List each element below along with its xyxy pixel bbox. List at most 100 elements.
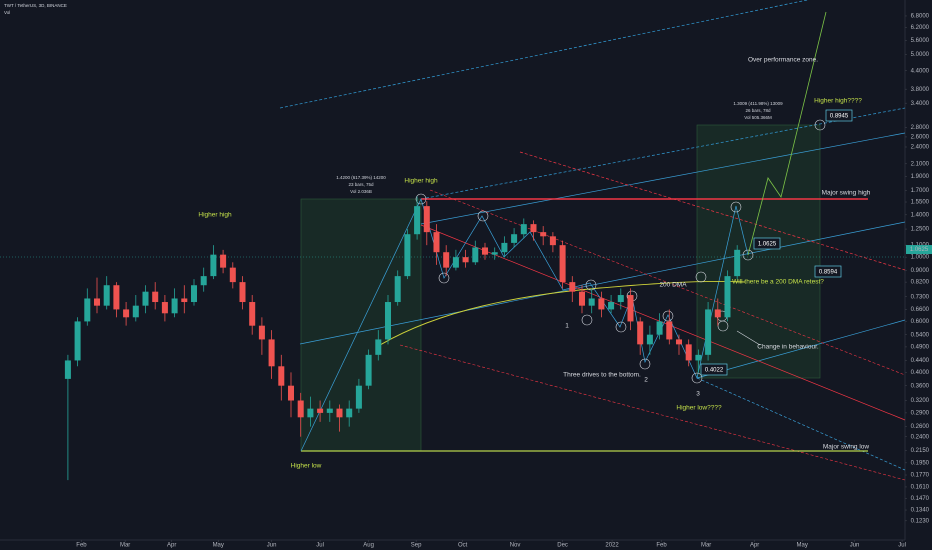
y-tick-label: 0.5400 — [911, 332, 930, 338]
candle-body — [646, 334, 653, 345]
candle-body — [423, 206, 430, 233]
last-price-tag — [906, 245, 932, 255]
y-tick-label: 0.1230 — [911, 518, 930, 524]
x-tick-label: Oct — [458, 543, 468, 549]
marker-circle — [662, 310, 674, 322]
candle-body — [520, 224, 527, 235]
annotation: 2 — [644, 377, 648, 384]
candle-body — [394, 276, 401, 303]
x-tick-label: Jun — [267, 543, 277, 549]
candle-body — [152, 291, 159, 303]
candle-body — [617, 295, 624, 303]
candle-body — [365, 354, 372, 386]
candle-body — [414, 206, 421, 235]
candle-body — [462, 257, 469, 263]
marker-circle — [695, 271, 707, 283]
x-tick-label: Apr — [167, 543, 176, 549]
candle-body — [588, 298, 595, 306]
marker-circle — [415, 193, 427, 205]
x-tick-label: Apr — [750, 543, 759, 549]
y-tick-label: 5.6000 — [911, 38, 930, 44]
candle-body — [307, 408, 314, 418]
channel-line — [399, 344, 906, 481]
candle-body — [113, 285, 120, 310]
channel-line — [420, 224, 906, 421]
x-tick-label: May — [797, 543, 808, 549]
candle-body — [93, 298, 101, 306]
annotation: Higher low???? — [676, 405, 722, 412]
y-tick-label: 0.2600 — [911, 424, 930, 430]
candle-body — [443, 252, 450, 268]
annotation: Will there be a 200 DMA retest? — [732, 279, 824, 286]
marker-circle — [691, 372, 703, 384]
annotation: Major swing high — [822, 190, 871, 197]
y-tick-label: 1.0000 — [911, 255, 930, 261]
y-tick-label: 0.2400 — [911, 434, 930, 440]
candle-body — [491, 252, 498, 255]
y-tick-label: 1.2500 — [911, 227, 930, 233]
level-box — [700, 363, 728, 376]
candle-body — [220, 254, 227, 268]
marker-circle — [814, 119, 826, 131]
candle-body — [210, 254, 217, 277]
x-tick-label: Mar — [701, 543, 711, 549]
annotation: Higher high???? — [814, 98, 862, 105]
marker-circle — [477, 210, 489, 222]
candle-body — [287, 385, 295, 401]
candle-body — [452, 257, 459, 268]
candle-body — [540, 232, 547, 237]
candle-body — [501, 242, 508, 253]
y-tick-label: 0.1950 — [911, 460, 930, 466]
candle-body — [200, 276, 207, 286]
y-tick-label: 4.4000 — [911, 68, 930, 74]
candle-body — [627, 295, 634, 322]
marker-circle — [438, 272, 450, 284]
candle-body — [666, 321, 673, 340]
x-tick-label: Nov — [510, 543, 521, 549]
candle-body — [472, 247, 479, 263]
channel-line — [519, 151, 906, 271]
candle-body — [549, 236, 556, 246]
candle-body — [278, 366, 285, 386]
y-tick-label: 1.5500 — [911, 200, 930, 206]
annotation: Three drives to the bottom. — [563, 372, 641, 379]
candle-body — [190, 285, 198, 303]
candle-body — [530, 224, 537, 233]
y-tick-label: 0.4000 — [911, 370, 930, 376]
projection-path — [747, 11, 827, 256]
marker-circle — [639, 358, 651, 370]
level-label: 1.0625 — [758, 242, 777, 248]
annotation: 3 — [696, 391, 700, 398]
candle-body — [481, 247, 489, 255]
y-tick-label: 0.1470 — [911, 496, 930, 502]
annotation: Over performance zone. — [748, 57, 818, 64]
candle-body — [268, 339, 275, 367]
range-info: 26 bars, 78d — [745, 108, 771, 113]
channel-line — [696, 377, 906, 471]
dma-line — [379, 281, 746, 346]
candle-body — [336, 408, 343, 418]
candle-body — [404, 234, 411, 277]
y-tick-label: 0.3600 — [911, 383, 930, 389]
marker-circle — [730, 201, 742, 213]
marker-circle — [742, 249, 754, 261]
y-tick-label: 0.4900 — [911, 344, 930, 350]
level-box — [753, 237, 781, 250]
candle-body — [326, 408, 333, 413]
marker-circle — [581, 314, 593, 326]
chart-subtitle: Vol — [4, 10, 10, 15]
candle-body — [578, 291, 586, 306]
candle-body — [724, 276, 731, 318]
x-tick-label: Feb — [656, 543, 667, 549]
y-tick-label: 6.2000 — [911, 25, 930, 31]
candle-body — [229, 267, 236, 283]
level-label: 0.8945 — [830, 114, 849, 120]
range-info: 1.4200 (617.39%) 14200 — [336, 175, 386, 180]
candle-body — [317, 408, 324, 413]
y-tick-label: 0.2900 — [911, 410, 930, 416]
annotation: Higher high — [198, 212, 232, 219]
candle-body — [132, 305, 139, 318]
candle-body — [705, 309, 712, 355]
x-tick-label: Jun — [850, 543, 860, 549]
